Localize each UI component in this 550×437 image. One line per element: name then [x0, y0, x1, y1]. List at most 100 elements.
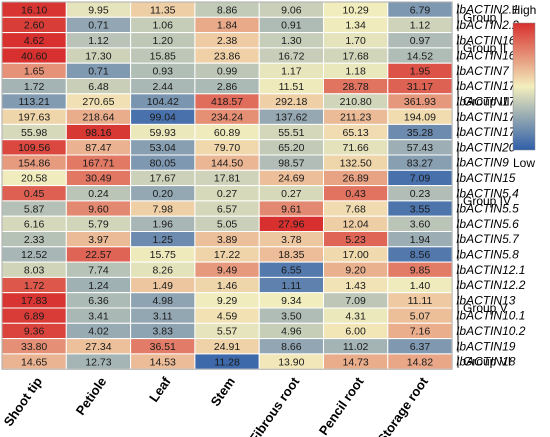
cell-value-label: 194.09: [404, 111, 436, 123]
cell-value-label: 99.04: [150, 111, 176, 123]
group-label: Group V: [463, 301, 508, 315]
cell-value-label: 8.66: [281, 341, 302, 353]
cell-value-label: 11.35: [150, 4, 176, 16]
cell-value-label: 1.46: [217, 280, 238, 292]
cell-value-label: 4.96: [281, 326, 302, 338]
cell-value-label: 7.68: [345, 203, 366, 215]
cell-value-label: 1.72: [24, 81, 45, 93]
cell-value-label: 0.20: [153, 188, 174, 200]
cell-value-label: 16.10: [21, 4, 47, 16]
cell-value-label: 1.70: [345, 35, 366, 47]
tissue-label: Petiole: [73, 374, 110, 418]
cell-value-label: 4.59: [217, 310, 238, 322]
cell-value-label: 211.23: [340, 111, 371, 123]
cell-value-label: 83.27: [407, 157, 433, 169]
cell-value-label: 31.17: [407, 81, 433, 93]
cell-value-label: 9.34: [281, 295, 302, 307]
cell-value-label: 17.67: [150, 173, 176, 185]
gene-label: IbACTIN17.2: [456, 94, 526, 108]
cell-value-label: 5.05: [217, 219, 238, 231]
gene-label: IbACTIN20: [456, 140, 516, 154]
cell-value-label: 361.93: [404, 96, 436, 108]
tissue-label: Fibrous root: [246, 374, 303, 437]
cell-value-label: 3.50: [281, 310, 302, 322]
tissue-label: Stem: [208, 374, 239, 409]
cell-value-label: 40.60: [21, 50, 47, 62]
gene-label: IbACTIN5.6: [456, 217, 519, 231]
group-brackets: Group I Group II Group III Group IV Group V G…: [457, 3, 511, 369]
cell-value-label: 109.56: [18, 142, 50, 154]
heatmap-border: [1, 1, 453, 370]
cell-value-label: 14.73: [343, 356, 369, 368]
cell-value-label: 9.85: [410, 264, 431, 276]
cell-value-label: 7.16: [410, 326, 431, 338]
group-label: Group VI: [463, 355, 511, 369]
cell-value-label: 35.28: [407, 127, 433, 139]
cell-value-label: 0.24: [88, 188, 109, 200]
cell-value-label: 3.78: [281, 234, 302, 246]
cell-value-label: 13.90: [278, 356, 304, 368]
group-label: Group III: [463, 94, 510, 108]
cell-value-label: 5.23: [345, 234, 366, 246]
cell-value-label: 8.26: [153, 264, 174, 276]
cell-value-label: 27.96: [278, 219, 304, 231]
cell-value-label: 11.28: [214, 356, 240, 368]
cell-value-label: 1.96: [153, 219, 174, 231]
cell-value-label: 36.51: [150, 341, 176, 353]
cell-value-label: 55.98: [21, 127, 47, 139]
cell-value-label: 14.52: [407, 50, 433, 62]
cell-value-label: 1.06: [153, 20, 174, 32]
cell-value-label: 144.50: [211, 157, 243, 169]
cell-value-label: 53.04: [150, 142, 176, 154]
cell-value-label: 11.11: [408, 295, 433, 307]
cell-value-label: 6.57: [217, 203, 238, 215]
cell-value-label: 12.52: [21, 249, 47, 261]
cell-value-label: 26.89: [343, 173, 369, 185]
cell-value-label: 27.34: [85, 341, 111, 353]
cell-value-label: 7.09: [345, 295, 366, 307]
gene-label: IbACTIN16.2: [456, 49, 526, 63]
cell-value-label: 9.36: [24, 326, 45, 338]
gene-label: IbACTIN5.4: [456, 186, 519, 200]
cell-value-label: 234.24: [211, 111, 243, 123]
tissue-label: Storage root: [374, 374, 431, 437]
cell-value-label: 7.74: [88, 264, 109, 276]
cell-value-label: 1.49: [153, 280, 174, 292]
cell-value-label: 3.41: [88, 310, 109, 322]
cell-value-label: 5.07: [410, 310, 431, 322]
cell-value-label: 12.04: [343, 219, 369, 231]
cell-value-label: 65.13: [343, 127, 369, 139]
cell-value-label: 0.93: [153, 66, 174, 78]
cell-value-label: 2.38: [217, 35, 238, 47]
cell-value-label: 30.49: [85, 173, 111, 185]
cell-value-label: 10.29: [343, 4, 369, 16]
cell-value-label: 7.09: [410, 173, 431, 185]
tissue-label: Shoot tip: [1, 374, 46, 429]
cell-value-label: 5.79: [88, 219, 109, 231]
gene-label: IbACTIN2.1: [456, 3, 519, 17]
cell-value-label: 22.57: [85, 249, 111, 261]
cell-value-label: 5.87: [24, 203, 45, 215]
gene-label: IbACTIN2.2: [456, 18, 519, 32]
cell-value-label: 59.93: [150, 127, 176, 139]
cell-value-label: 3.60: [410, 219, 431, 231]
cell-value-label: 9.60: [88, 203, 109, 215]
cell-value-label: 0.27: [217, 188, 238, 200]
cell-value-label: 57.43: [407, 142, 433, 154]
cell-value-label: 60.89: [214, 127, 240, 139]
cell-value-label: 5.57: [217, 326, 238, 338]
cell-value-label: 1.20: [153, 35, 174, 47]
cell-value-label: 17.68: [343, 50, 369, 62]
gene-label: IbACTIN17.4: [456, 125, 526, 139]
cell-value-label: 1.17: [281, 66, 302, 78]
cell-value-label: 23.86: [214, 50, 240, 62]
cell-value-label: 167.71: [82, 157, 114, 169]
cell-value-label: 11.51: [279, 81, 305, 93]
cell-value-label: 3.55: [410, 203, 431, 215]
cell-value-label: 1.40: [410, 280, 431, 292]
gene-label: IbACTIN10.2: [456, 324, 526, 338]
cell-value-label: 98.16: [85, 127, 111, 139]
cell-value-label: 4.62: [24, 35, 45, 47]
